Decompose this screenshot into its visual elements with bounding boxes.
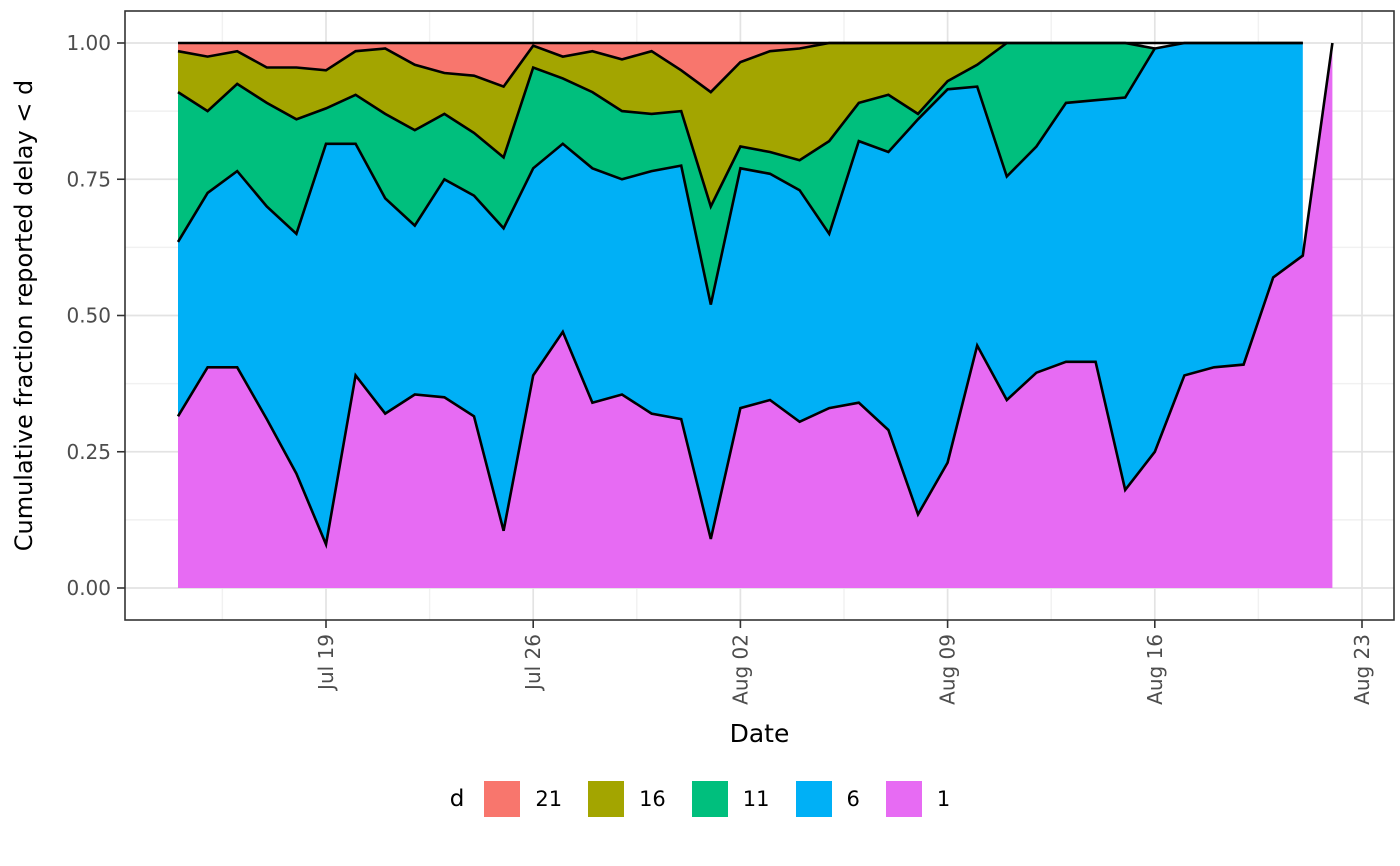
area-d1 [178, 43, 1333, 588]
legend-item-16: 16 [588, 781, 666, 817]
legend-label: 6 [846, 787, 860, 811]
y-tick-label: 0.50 [66, 304, 111, 328]
line-d11 [177, 41, 1156, 210]
legend-label: 1 [936, 787, 951, 811]
area-d21 [178, 43, 1303, 93]
x-tick-label: Jul 26 [521, 634, 545, 692]
legend-swatch-11 [691, 781, 728, 817]
y-tick-label: 1.00 [66, 31, 111, 55]
legend-label: 21 [535, 787, 563, 811]
legend-label: 11 [742, 787, 770, 811]
x-tick-label: Aug 23 [1350, 634, 1374, 705]
legend-swatch-1 [885, 781, 922, 817]
legend-swatch-6 [795, 781, 832, 817]
x-tick-label: Aug 02 [728, 634, 752, 705]
y-tick-label: 0.25 [66, 440, 111, 464]
line-d1 [176, 42, 1334, 550]
x-tick-label: Aug 16 [1143, 634, 1167, 705]
legend-item-1: 1 [885, 781, 951, 817]
legend-swatch-16 [588, 781, 625, 817]
area-d16 [178, 43, 1007, 207]
y-tick-label: 0.75 [66, 167, 111, 191]
legend-item-11: 11 [691, 781, 770, 817]
legend-swatch-21 [484, 781, 521, 817]
legend-label: 16 [639, 787, 666, 811]
axis-ticks: 1.00 0.75 0.50 0.25 0.00 Jul 19 Jul 26 Aug 02 Au… [66, 31, 1374, 705]
legend-item-21: 21 [484, 781, 562, 817]
boundary-lines [176, 41, 1334, 550]
y-axis-title: Cumulative fraction reported delay < d [10, 80, 38, 552]
legend-title: d [449, 786, 465, 812]
x-axis-title: Date [730, 719, 790, 748]
y-tick-label: 0.00 [66, 576, 111, 600]
x-tick-label: Jul 19 [314, 634, 338, 692]
area-d6 [178, 43, 1303, 545]
areas [178, 43, 1333, 588]
legend-item-6: 6 [795, 781, 860, 817]
line-d6 [176, 41, 1303, 305]
legend: d 21 16 11 6 1 [0, 781, 1400, 817]
x-tick-label: Aug 09 [936, 634, 960, 705]
